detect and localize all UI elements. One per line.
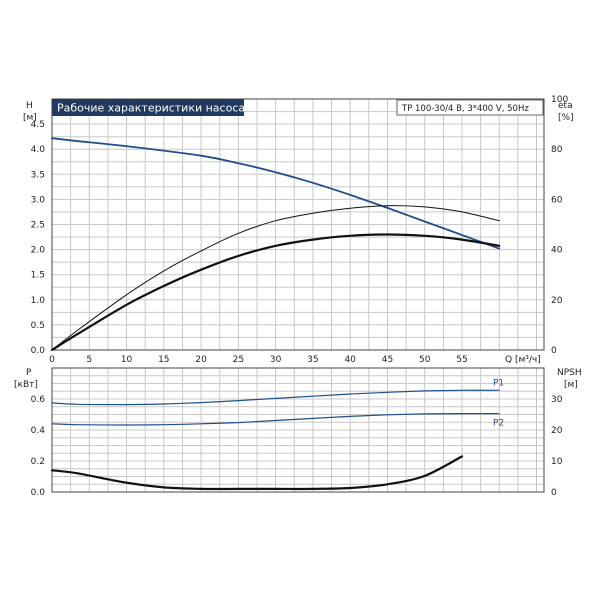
npsh-tick-label: 20 <box>551 426 563 436</box>
h-tick-label: 4.0 <box>31 145 46 155</box>
x-tick-label: 30 <box>270 355 282 365</box>
h-tick-label: 3.5 <box>31 170 45 180</box>
top-plot-grid <box>52 99 544 350</box>
h-tick-label: 2.0 <box>31 246 46 256</box>
eta-tick-label: 40 <box>551 246 563 256</box>
bottom-plot-frame <box>51 367 545 493</box>
p-tick-label: 0.0 <box>31 488 46 498</box>
p-tick-label: 0.6 <box>31 395 46 405</box>
p-axis-unit: [кВт] <box>14 380 38 390</box>
axis-ticks: 0 5 10 15 20 25 30 35 40 45 50 55 0.0 0.5 1.0 1.5 2.0 2.5… <box>31 95 569 498</box>
h-axis-unit: [м] <box>23 113 37 123</box>
x-tick-label: 25 <box>233 355 244 365</box>
chart-subtitle-box <box>396 99 544 116</box>
x-tick-label: 35 <box>307 355 318 365</box>
h-tick-label: 3.0 <box>31 195 46 205</box>
x-tick-label: 40 <box>344 355 356 365</box>
x-tick-label: 50 <box>419 355 431 365</box>
npsh-tick-label: 10 <box>551 457 563 467</box>
p-tick-label: 0.2 <box>31 457 45 467</box>
q-axis-label: Q [м³/ч] <box>505 355 541 365</box>
x-tick-label: 45 <box>382 355 393 365</box>
h-tick-label: 1.5 <box>31 271 45 281</box>
p1-curve <box>51 389 500 406</box>
chart-title: Рабочие характеристики насоса <box>57 102 245 115</box>
h-tick-label: 0.0 <box>31 346 46 356</box>
eta-tick-label: 100 <box>551 95 568 105</box>
eta-tick-label: 20 <box>551 296 563 306</box>
h-tick-label: 1.0 <box>31 296 46 306</box>
h-tick-label: 4.5 <box>31 120 45 130</box>
eta-curve-thick <box>50 233 501 352</box>
x-tick-label: 15 <box>158 355 169 365</box>
curves <box>50 137 501 491</box>
top-plot-frame <box>51 98 545 351</box>
npsh-axis-unit: [м] <box>564 380 578 390</box>
h-tick-label: 0.5 <box>31 321 45 331</box>
x-tick-label: 5 <box>86 355 92 365</box>
p-axis-label: P <box>26 368 32 378</box>
chart-subtitle: TP 100-30/4 B, 3*400 V, 50Hz <box>401 104 529 114</box>
eta-tick-label: 80 <box>551 145 563 155</box>
npsh-tick-label: 0 <box>551 488 557 498</box>
eta-tick-label: 60 <box>551 195 563 205</box>
x-tick-label: 10 <box>121 355 133 365</box>
eta-tick-label: 0 <box>551 346 557 356</box>
npsh-axis-label: NPSH <box>557 368 582 378</box>
eta-curve-thin <box>51 205 500 351</box>
x-tick-label: 0 <box>49 355 55 365</box>
eta-axis-unit: [%] <box>558 113 574 123</box>
eta-axis-label: eta <box>558 101 573 111</box>
h-curve <box>51 137 501 250</box>
x-tick-label: 55 <box>456 355 467 365</box>
x-tick-label: 20 <box>195 355 207 365</box>
series-label-p2: P2 <box>493 419 504 429</box>
h-tick-label: 2.5 <box>31 221 45 231</box>
chart-title-box <box>52 99 244 116</box>
series-labels: P1 P2 <box>493 378 504 428</box>
p-tick-label: 0.4 <box>31 426 46 436</box>
p2-curve <box>51 412 500 426</box>
npsh-tick-label: 30 <box>551 395 563 405</box>
bottom-plot-grid <box>52 368 544 492</box>
h-axis-label: H <box>26 101 33 111</box>
series-label-p1: P1 <box>493 378 504 388</box>
npsh-curve <box>50 455 464 491</box>
